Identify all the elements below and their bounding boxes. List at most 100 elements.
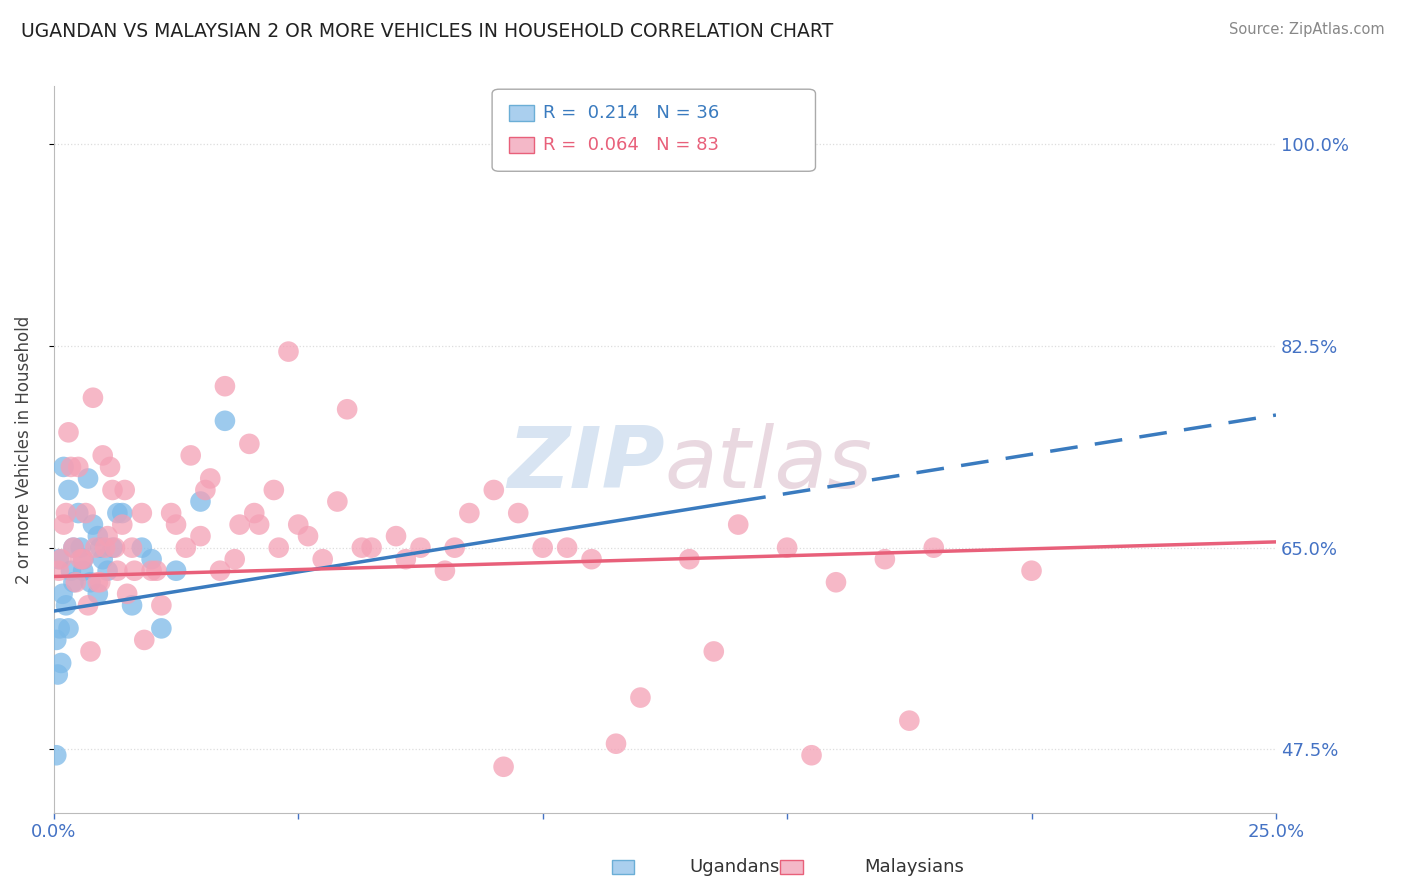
Point [51, 656, 73, 670]
Point [409, 541, 432, 555]
Point [62, 541, 84, 555]
Point [350, 541, 373, 555]
Point [482, 483, 505, 497]
Point [55, 506, 77, 520]
Point [55, 599, 77, 613]
Point [898, 714, 921, 728]
Point [277, 344, 299, 359]
Point [67, 506, 90, 520]
Point [395, 552, 418, 566]
Point [825, 575, 848, 590]
Point [131, 506, 153, 520]
Point [385, 529, 408, 543]
Point [87, 529, 110, 543]
Point [180, 449, 202, 463]
Point [605, 737, 627, 751]
Point [62, 541, 84, 555]
Point [58, 483, 80, 497]
Point [134, 632, 156, 647]
Point [131, 541, 153, 555]
Point [267, 541, 290, 555]
Point [104, 541, 127, 555]
Point [67, 459, 90, 474]
Point [91, 552, 114, 566]
Point [105, 564, 128, 578]
Point [52, 587, 75, 601]
Point [48, 564, 70, 578]
Point [114, 483, 136, 497]
Point [238, 437, 260, 451]
Text: R =  0.214   N = 36: R = 0.214 N = 36 [543, 104, 718, 122]
Point [62, 575, 84, 590]
Point [97, 564, 120, 578]
Point [84, 541, 107, 555]
Point [51, 552, 73, 566]
Text: Malaysians: Malaysians [865, 858, 965, 876]
Point [98, 459, 121, 474]
Point [247, 517, 270, 532]
Point [360, 541, 382, 555]
Point [165, 517, 187, 532]
Point [69, 552, 91, 566]
Point [91, 449, 114, 463]
Point [776, 541, 799, 555]
Point [508, 506, 530, 520]
Point [922, 541, 945, 555]
Point [82, 517, 104, 532]
Point [630, 690, 652, 705]
Point [77, 471, 100, 485]
Point [79, 575, 101, 590]
Point [287, 517, 309, 532]
Point [59, 564, 82, 578]
Point [555, 541, 578, 555]
Point [89, 575, 111, 590]
Point [72, 564, 94, 578]
Point [72, 552, 94, 566]
Point [160, 506, 183, 520]
Point [87, 587, 110, 601]
Point [141, 564, 163, 578]
Point [1021, 564, 1043, 578]
Point [105, 506, 128, 520]
Point [326, 494, 349, 508]
Point [111, 506, 134, 520]
Point [678, 552, 700, 566]
Point [703, 644, 725, 658]
Point [165, 564, 187, 578]
Point [214, 379, 236, 393]
Point [141, 552, 163, 566]
Point [89, 541, 111, 555]
Point [209, 564, 232, 578]
Point [145, 564, 167, 578]
Y-axis label: 2 or more Vehicles in Household: 2 or more Vehicles in Household [15, 316, 32, 583]
Point [336, 402, 359, 417]
Point [87, 575, 110, 590]
Point [433, 564, 456, 578]
Point [72, 552, 94, 566]
Point [150, 599, 173, 613]
Point [121, 599, 143, 613]
Text: UGANDAN VS MALAYSIAN 2 OR MORE VEHICLES IN HOUSEHOLD CORRELATION CHART: UGANDAN VS MALAYSIAN 2 OR MORE VEHICLES … [21, 22, 834, 41]
Point [58, 621, 80, 635]
Point [52, 459, 75, 474]
Point [297, 529, 319, 543]
Point [243, 506, 266, 520]
Point [48, 552, 70, 566]
Point [69, 541, 91, 555]
Point [48, 621, 70, 635]
Point [46, 667, 69, 681]
Point [115, 587, 138, 601]
Point [194, 483, 217, 497]
Point [45, 748, 67, 763]
Point [873, 552, 896, 566]
Text: ZIP: ZIP [508, 423, 665, 506]
Point [214, 414, 236, 428]
Point [531, 541, 554, 555]
Point [101, 541, 124, 555]
Point [97, 529, 120, 543]
Point [228, 517, 250, 532]
Point [800, 748, 823, 763]
Point [75, 506, 97, 520]
Text: atlas: atlas [665, 423, 873, 506]
Point [443, 541, 465, 555]
